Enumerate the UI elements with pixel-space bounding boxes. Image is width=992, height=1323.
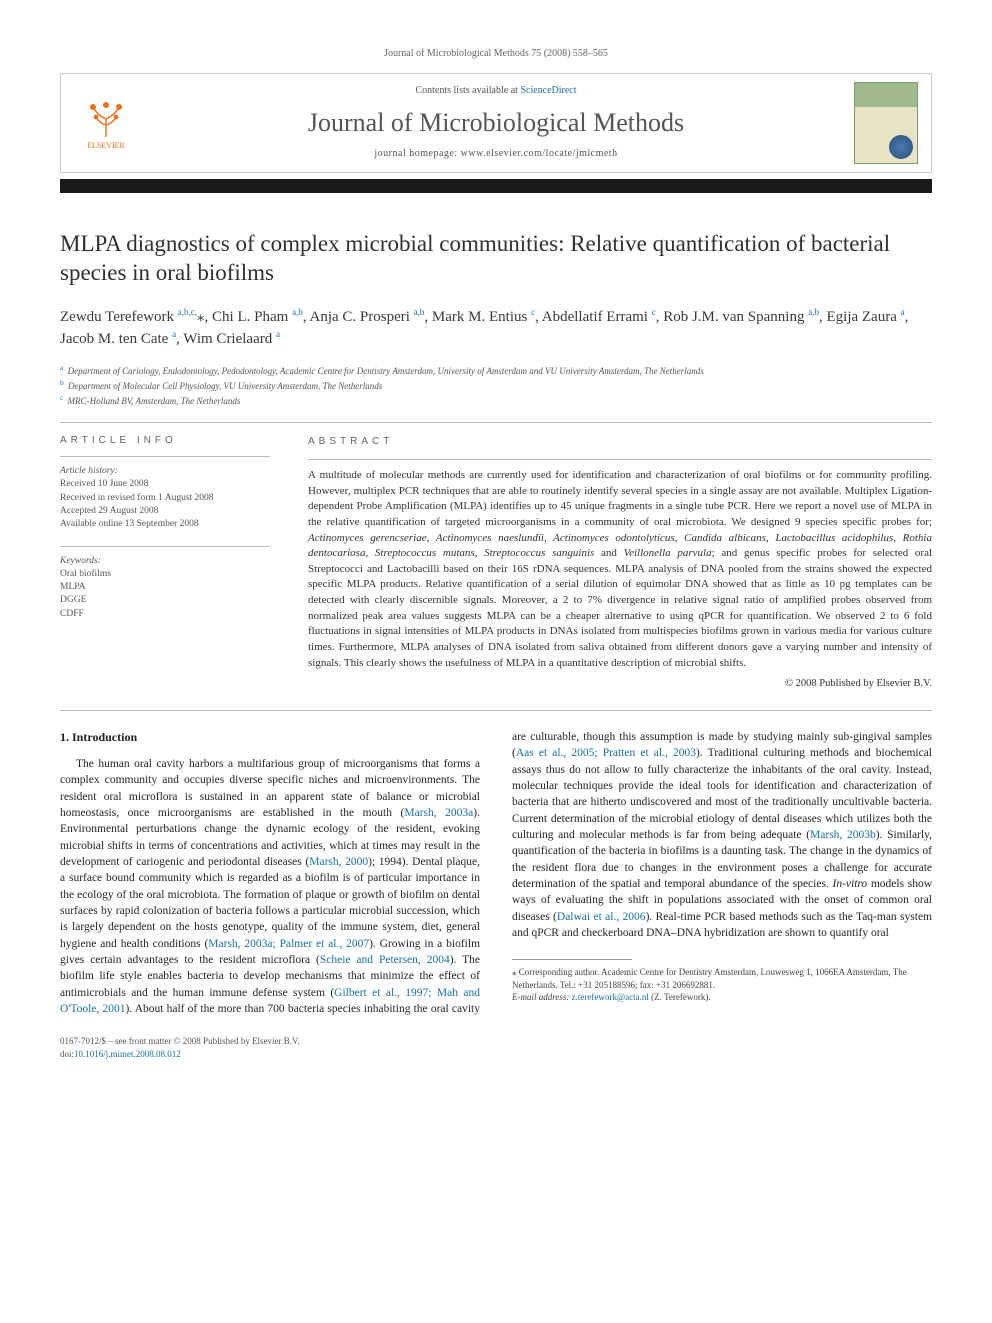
homepage-url: www.elsevier.com/locate/jmicmeth xyxy=(461,148,618,159)
keyword: MLPA xyxy=(60,581,270,594)
rule xyxy=(60,710,932,711)
journal-name: Journal of Microbiological Methods xyxy=(159,108,833,138)
footer-left: 0167-7012/$ – see front matter © 2008 Pu… xyxy=(60,1035,300,1060)
keyword: DGGE xyxy=(60,594,270,607)
corresponding-author-footnote: ⁎ Corresponding author. Academic Centre … xyxy=(512,966,932,1004)
sciencedirect-link[interactable]: ScienceDirect xyxy=(520,85,576,96)
history-label: Article history: xyxy=(60,465,270,478)
affiliation-list: a Department of Cariology, Endodontology… xyxy=(60,363,932,408)
section-heading: 1. Introduction xyxy=(60,729,480,746)
publication-footer: 0167-7012/$ – see front matter © 2008 Pu… xyxy=(60,1035,932,1060)
affiliation: c MRC-Holland BV, Amsterdam, The Netherl… xyxy=(60,393,932,408)
abstract-column: ABSTRACT A multitude of molecular method… xyxy=(308,435,932,692)
black-divider-bar xyxy=(60,179,932,193)
keywords-label: Keywords: xyxy=(60,555,270,568)
doi-prefix: doi: xyxy=(60,1049,74,1059)
email-who: (Z. Terefework). xyxy=(651,992,710,1002)
keyword: CDFF xyxy=(60,608,270,621)
journal-cover-icon xyxy=(854,82,918,164)
history-line: Received in revised form 1 August 2008 xyxy=(60,492,270,505)
publisher-logo-cell: ELSEVIER xyxy=(61,74,151,172)
article-info-column: ARTICLE INFO Article history: Received 1… xyxy=(60,435,270,692)
history-line: Accepted 29 August 2008 xyxy=(60,505,270,518)
homepage-prefix: journal homepage: xyxy=(374,148,460,159)
footnote-rule xyxy=(512,959,632,960)
publisher-name: ELSEVIER xyxy=(87,141,125,150)
affiliation: a Department of Cariology, Endodontology… xyxy=(60,363,932,378)
abstract-copyright: © 2008 Published by Elsevier B.V. xyxy=(308,677,932,692)
front-matter-line: 0167-7012/$ – see front matter © 2008 Pu… xyxy=(60,1035,300,1048)
contents-prefix: Contents lists available at xyxy=(415,85,520,96)
masthead-center: Contents lists available at ScienceDirec… xyxy=(151,74,841,172)
journal-homepage: journal homepage: www.elsevier.com/locat… xyxy=(159,148,833,159)
journal-masthead: ELSEVIER Contents lists available at Sci… xyxy=(60,73,932,173)
contents-line: Contents lists available at ScienceDirec… xyxy=(159,85,833,96)
keywords-block: Keywords: Oral biofilms MLPA DGGE CDFF xyxy=(60,555,270,621)
elsevier-tree-icon: ELSEVIER xyxy=(71,88,141,158)
history-line: Received 10 June 2008 xyxy=(60,478,270,491)
rule xyxy=(60,546,270,547)
journal-cover-cell xyxy=(841,74,931,172)
article-history: Article history: Received 10 June 2008 R… xyxy=(60,465,270,531)
abstract-text: A multitude of molecular methods are cur… xyxy=(308,468,932,671)
email-label: E-mail address: xyxy=(512,992,569,1002)
rule xyxy=(60,422,932,423)
abstract-heading: ABSTRACT xyxy=(308,435,932,449)
author-list: Zewdu Terefework a,b,c,⁎, Chi L. Pham a,… xyxy=(60,306,932,351)
rule xyxy=(60,456,270,457)
article-title: MLPA diagnostics of complex microbial co… xyxy=(60,229,932,288)
body-two-column: 1. Introduction The human oral cavity ha… xyxy=(60,729,932,1017)
affiliation: b Department of Molecular Cell Physiolog… xyxy=(60,378,932,393)
doi-link[interactable]: 10.1016/j.mimet.2008.08.012 xyxy=(74,1049,181,1059)
rule xyxy=(308,459,932,460)
keyword: Oral biofilms xyxy=(60,568,270,581)
article-info-heading: ARTICLE INFO xyxy=(60,435,270,446)
running-header: Journal of Microbiological Methods 75 (2… xyxy=(60,48,932,59)
corr-email-link[interactable]: z.terefework@acta.nl xyxy=(572,992,649,1002)
corr-text: ⁎ Corresponding author. Academic Centre … xyxy=(512,966,932,991)
history-line: Available online 13 September 2008 xyxy=(60,518,270,531)
